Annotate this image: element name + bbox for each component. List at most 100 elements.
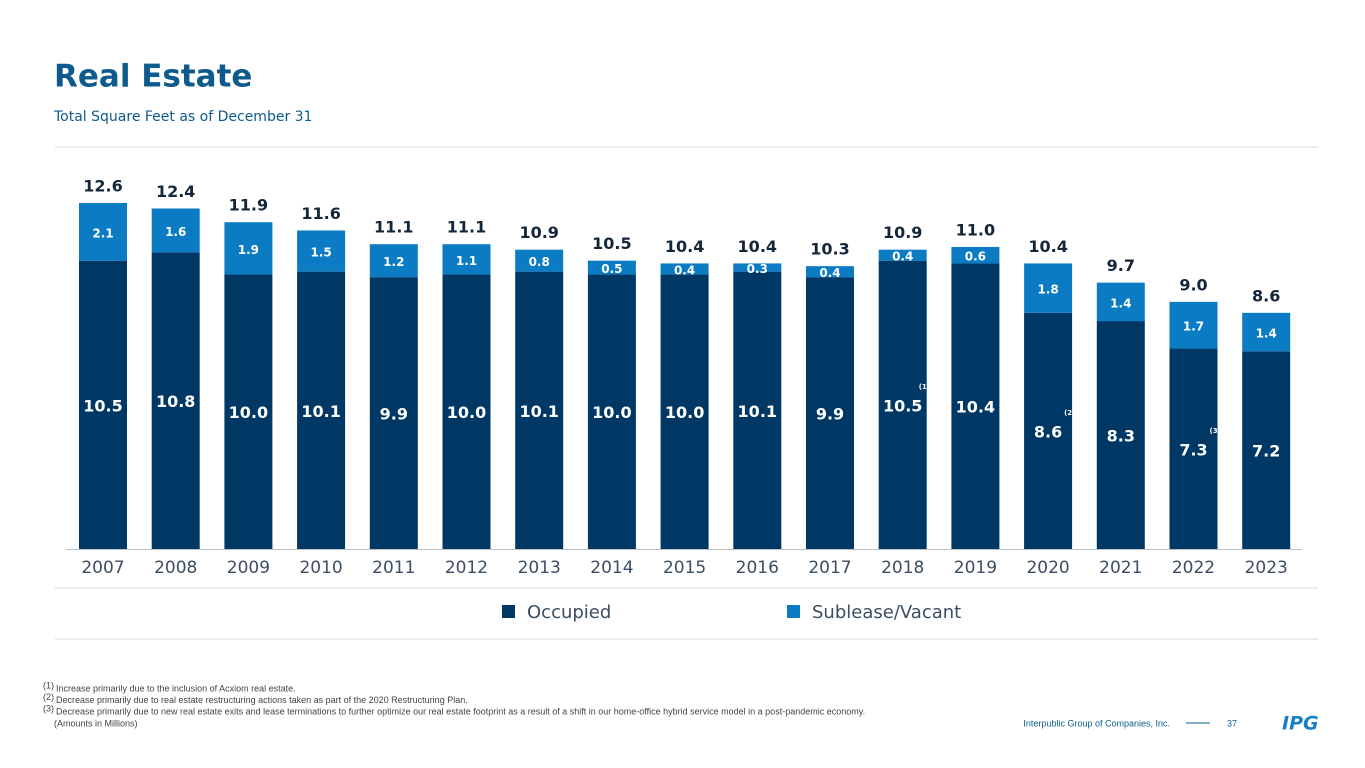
bar-segment [151,252,200,549]
bar-segment [442,244,491,275]
total-label: 10.4 [738,237,777,256]
value-label: 0.8 [529,255,550,269]
footnote-marker: (2) [43,692,54,702]
x-tick-label: 2017 [808,558,851,578]
value-label: 0.5 [601,262,622,276]
bar-segment [442,274,491,549]
bar-segment [951,246,1000,264]
bar-segment [79,260,127,549]
total-label: 10.5 [592,234,631,253]
bar-segment [224,222,273,275]
value-label: 9.9 [816,405,844,424]
legend-label: Occupied [527,602,611,623]
x-tick-label: 2013 [518,558,561,578]
value-label: 7.3 [1179,440,1207,459]
bar-segment [951,263,1000,549]
bar-segment [733,263,782,272]
x-tick-label: 2007 [81,558,124,578]
company: Interpublic Group of Companies, Inc. [1023,718,1170,728]
bar-segment [878,260,927,549]
total-label: 8.6 [1252,286,1280,305]
value-label: 0.4 [674,263,695,277]
x-tick-label: 2019 [954,558,997,578]
total-label: 10.9 [883,223,922,242]
footnote-marker: (1) [919,383,930,391]
legend-swatch [787,605,800,618]
bar-segment [1024,312,1073,549]
footnote: Increase primarily due to the inclusion … [56,683,296,693]
footnote-marker: (3) [1210,427,1221,435]
bar-segment [1024,263,1073,313]
bar-segment [1169,301,1218,349]
bar-segment [515,249,564,272]
legend-label: Sublease/Vacant [812,602,961,623]
value-label: 1.7 [1183,320,1204,334]
value-label: 1.5 [310,246,331,260]
value-label: 10.1 [738,402,777,421]
bar-segment [878,249,927,261]
subtitle: Total Square Feet as of December 31 [53,109,312,125]
value-label: 8.3 [1107,427,1135,446]
total-label: 11.1 [447,218,486,237]
x-tick-label: 2021 [1099,558,1142,578]
value-label: 10.8 [156,392,195,411]
value-label: 10.5 [83,396,122,415]
total-label: 12.6 [83,177,122,196]
bar-segment [806,266,854,278]
value-label: 9.9 [380,405,408,424]
x-tick-label: 2012 [445,558,488,578]
total-label: 10.9 [519,223,558,242]
bar-segment [587,260,636,275]
bar-segment [1096,282,1145,322]
bar-segment [297,230,346,272]
value-label: 1.2 [383,255,404,269]
value-label: 10.0 [229,403,268,422]
x-tick-label: 2020 [1026,558,1069,578]
bar-segment [1096,321,1145,549]
total-label: 9.7 [1107,256,1135,275]
bar-segment [660,274,709,549]
total-label: 10.4 [665,237,704,256]
units-note: (Amounts in Millions) [54,718,138,728]
value-label: 10.4 [956,398,995,417]
bar-segment [733,271,782,549]
total-label: 11.6 [301,204,340,223]
value-label: 1.8 [1037,283,1058,297]
title: Real Estate [54,59,252,95]
total-label: 11.1 [374,218,413,237]
value-label: 2.1 [92,226,113,240]
value-label: 8.6 [1034,422,1062,441]
legend-swatch [502,605,515,618]
footnote: Decrease primarily due to new real estat… [56,706,865,716]
value-label: 0.3 [747,262,768,276]
value-label: 10.0 [592,403,631,422]
x-tick-label: 2023 [1245,558,1288,578]
bar-segment [1242,312,1291,352]
value-label: 7.2 [1252,442,1280,461]
value-label: 10.0 [665,403,704,422]
value-label: 1.4 [1256,327,1277,341]
bar-segment [79,203,127,261]
bar-segment [515,271,564,549]
value-label: 1.6 [165,225,186,239]
bar-segment [151,208,200,253]
x-tick-label: 2014 [590,558,633,578]
page-number: 37 [1227,718,1237,728]
x-tick-label: 2022 [1172,558,1215,578]
total-label: 9.0 [1179,275,1207,294]
x-tick-label: 2008 [154,558,197,578]
bar-segment [224,274,273,549]
value-label: 10.1 [519,402,558,421]
bar-segment [297,271,346,549]
x-tick-label: 2018 [881,558,924,578]
x-tick-label: 2011 [372,558,415,578]
total-label: 12.4 [156,182,195,201]
value-label: 0.6 [965,250,986,264]
x-tick-label: 2010 [299,558,342,578]
x-tick-label: 2015 [663,558,706,578]
value-label: 10.0 [447,403,486,422]
value-label: 1.4 [1110,296,1131,310]
value-label: 1.9 [238,243,259,257]
bar-segment [1169,348,1218,549]
